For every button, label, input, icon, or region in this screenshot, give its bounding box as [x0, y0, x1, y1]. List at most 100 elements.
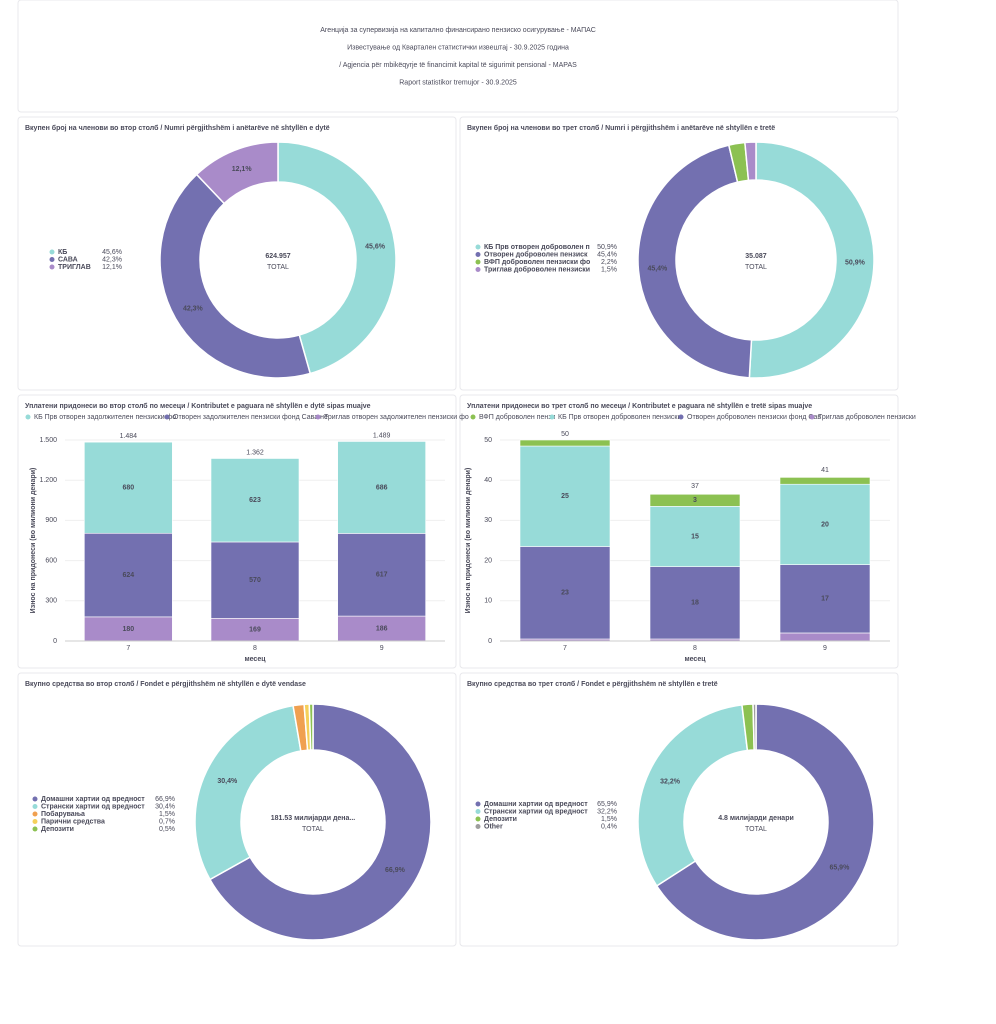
bar-segment — [84, 616, 173, 642]
legend-swatch — [315, 414, 321, 420]
bar-segment — [779, 632, 871, 642]
slice-label: 45,4% — [647, 266, 668, 273]
bar-total: 1.489 — [373, 432, 391, 439]
chart-title: Вкупно средства во втор столб / Fondet e… — [25, 680, 306, 688]
donut-slice — [655, 703, 875, 941]
header-line: Агенција за супервизија на капитално фин… — [320, 27, 596, 34]
legend-label: Отворен доброволен пензиски фонд Сав — [687, 413, 821, 421]
legend-label: КБ Прв отворен доброволен пензиски — [558, 413, 681, 421]
legend-label: ВФП доброволен пензиски фо — [484, 258, 590, 266]
bar-total: 50 — [561, 431, 569, 438]
donut-slice — [277, 141, 397, 375]
x-tick-label: 8 — [693, 645, 697, 652]
legend-value: 0,7% — [159, 818, 175, 825]
bar-segment — [649, 493, 741, 507]
legend-swatch — [25, 414, 31, 420]
y-tick-label: 30 — [484, 517, 492, 524]
donut-slice — [637, 144, 753, 379]
bar-label: 617 — [376, 572, 388, 579]
bar-segment — [84, 441, 173, 534]
legend-value: 1,5% — [159, 811, 175, 818]
legend-swatch — [32, 819, 38, 824]
y-tick-label: 20 — [484, 557, 492, 564]
donut-slice — [637, 704, 749, 887]
legend-value: 30,4% — [155, 803, 175, 810]
legend-value: 45,4% — [597, 251, 617, 258]
legend-label: ТРИГЛАВ — [58, 264, 91, 271]
donut-slice — [208, 703, 432, 941]
legend-label: Депозити — [484, 816, 517, 823]
center-label: 4.8 милијарди денари — [718, 815, 794, 822]
legend-swatch — [470, 414, 476, 420]
legend-value: 32,2% — [597, 808, 617, 815]
x-axis-label: месец — [244, 656, 266, 663]
y-tick-label: 10 — [484, 598, 492, 605]
bar-segment — [779, 483, 871, 565]
legend-swatch — [32, 804, 38, 809]
bar-label: 25 — [561, 493, 569, 500]
chart-title: Уплатени придонеси во трет столб по месе… — [467, 402, 812, 410]
legend-swatch — [475, 816, 481, 822]
legend-label: Странски хартии од вредност — [484, 808, 588, 815]
legend-value: 50,9% — [597, 244, 617, 251]
bar-label: 18 — [691, 600, 699, 607]
bar-label: 680 — [122, 485, 134, 492]
bar-segment — [84, 532, 173, 618]
y-axis-label: Износ на придонеси (во милиони денари) — [30, 468, 37, 614]
legend-swatch — [49, 257, 55, 262]
y-axis-label: Износ на придонеси (во милиони денари) — [465, 468, 472, 614]
y-tick-label: 0 — [488, 638, 492, 645]
legend-value: 12,1% — [102, 264, 122, 271]
legend-swatch — [809, 414, 815, 420]
bar-label: 20 — [821, 521, 829, 528]
legend-label: Триглав доброволен пензиски — [818, 413, 916, 421]
legend-value: 65,9% — [597, 801, 617, 808]
bar-label: 169 — [249, 627, 261, 634]
slice-label: 30,4% — [217, 778, 238, 785]
center-label: 624.957 — [265, 253, 290, 260]
legend-swatch — [49, 264, 55, 270]
x-tick-label: 9 — [823, 645, 827, 652]
chart-title: Вкупно средства во трет столб / Fondet e… — [467, 680, 718, 688]
legend-label: КБ Прв отворен доброволен п — [484, 243, 590, 251]
bar-label: 570 — [249, 577, 261, 584]
slice-label: 45,6% — [365, 243, 386, 250]
y-tick-label: 900 — [45, 517, 57, 524]
x-tick-label: 8 — [253, 645, 257, 652]
legend-swatch — [475, 259, 481, 265]
legend-label: Побарувања — [41, 810, 85, 818]
donut-slice — [752, 703, 757, 751]
bar-total: 1.362 — [246, 449, 264, 456]
x-tick-label: 9 — [380, 645, 384, 652]
legend-value: 0,4% — [601, 823, 617, 830]
chart-title: Уплатени придонеси во втор столб по месе… — [25, 402, 371, 410]
legend-swatch — [32, 796, 38, 802]
chart-title: Вкупен број на членови во трет столб / N… — [467, 124, 775, 132]
donut-slice — [194, 704, 302, 881]
bar-total: 41 — [821, 467, 829, 474]
legend-label: Other — [484, 823, 503, 830]
legend-label: Отворен задолжителен пензиски фонд Сава … — [173, 414, 328, 421]
x-axis-label: месец — [684, 656, 706, 663]
legend-label: Парични средства — [41, 818, 105, 825]
slice-label: 65,9% — [829, 864, 850, 871]
legend-swatch — [475, 824, 481, 829]
bar-label: 186 — [376, 625, 388, 632]
x-tick-label: 7 — [563, 645, 567, 652]
legend-swatch — [32, 826, 38, 832]
donut-slice — [748, 141, 875, 379]
legend-label: КБ — [58, 249, 67, 256]
legend-label: Странски хартии од вредност — [41, 803, 145, 810]
bar-segment — [779, 564, 871, 634]
center-label: 181.53 милијарди дена... — [271, 815, 356, 822]
bar-segment — [519, 445, 611, 547]
y-tick-label: 0 — [53, 638, 57, 645]
bar-segment — [337, 615, 426, 642]
legend-value: 2,2% — [601, 259, 617, 266]
legend-label: Триглав доброволен пензиски — [484, 265, 590, 273]
legend-label: Отворен доброволен пензиск — [484, 250, 588, 258]
bar-segment — [337, 533, 426, 617]
donut-slice — [308, 703, 314, 751]
header-panel — [17, 0, 899, 113]
chart-title: Вкупен број на членови во втор столб / N… — [25, 124, 330, 132]
